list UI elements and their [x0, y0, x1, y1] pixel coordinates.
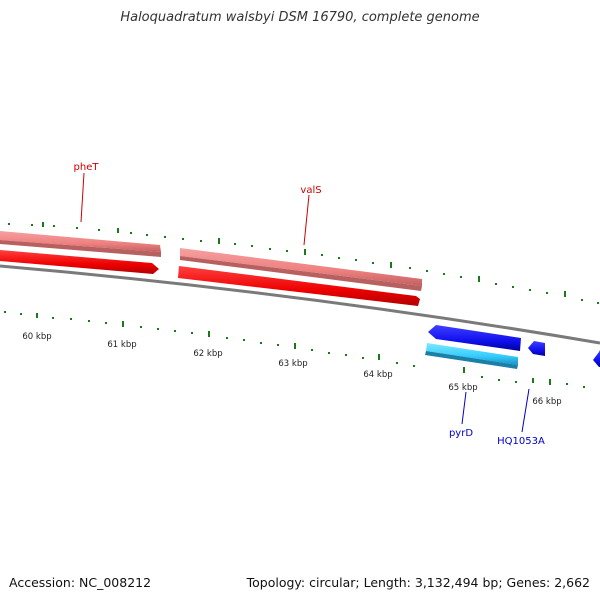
cds-valS[interactable]	[180, 248, 422, 291]
genome-summary: Topology: circular; Length: 3,132,494 bp…	[246, 575, 590, 590]
outer-tick-ring	[8, 222, 599, 304]
genome-backbone	[0, 264, 600, 345]
scale-labels: 60 kbp 61 kbp 62 kbp 63 kbp 64 kbp 65 kb…	[22, 332, 561, 407]
label-leader-lines	[80, 172, 530, 433]
gene-pyrD[interactable]	[428, 325, 521, 351]
scale-label-61: 61 kbp	[107, 340, 136, 350]
gene-label-HQ1053A[interactable]: HQ1053A	[497, 436, 545, 447]
scale-label-60: 60 kbp	[22, 332, 51, 342]
gene-offscreen-right[interactable]	[593, 350, 600, 367]
accession-label: Accession: NC_008212	[9, 575, 152, 590]
cds-pyrD[interactable]	[425, 343, 518, 369]
scale-label-62: 62 kbp	[193, 349, 222, 359]
scale-label-64: 64 kbp	[363, 370, 392, 380]
genome-title: Haloquadratum walsbyi DSM 16790, complet…	[120, 10, 480, 25]
scale-label-63: 63 kbp	[278, 359, 307, 369]
scale-label-65: 65 kbp	[448, 383, 477, 393]
gene-pheT[interactable]	[0, 250, 159, 274]
gene-label-valS[interactable]: valS	[300, 185, 321, 196]
cds-pheT[interactable]	[0, 231, 161, 257]
gene-label-pyrD[interactable]: pyrD	[449, 428, 473, 439]
inner-tick-ring	[4, 311, 585, 388]
gene-label-pheT[interactable]: pheT	[74, 162, 100, 173]
gene-valS[interactable]	[178, 266, 420, 306]
scale-label-66: 66 kbp	[532, 397, 561, 407]
gene-HQ1053A[interactable]	[528, 341, 545, 356]
